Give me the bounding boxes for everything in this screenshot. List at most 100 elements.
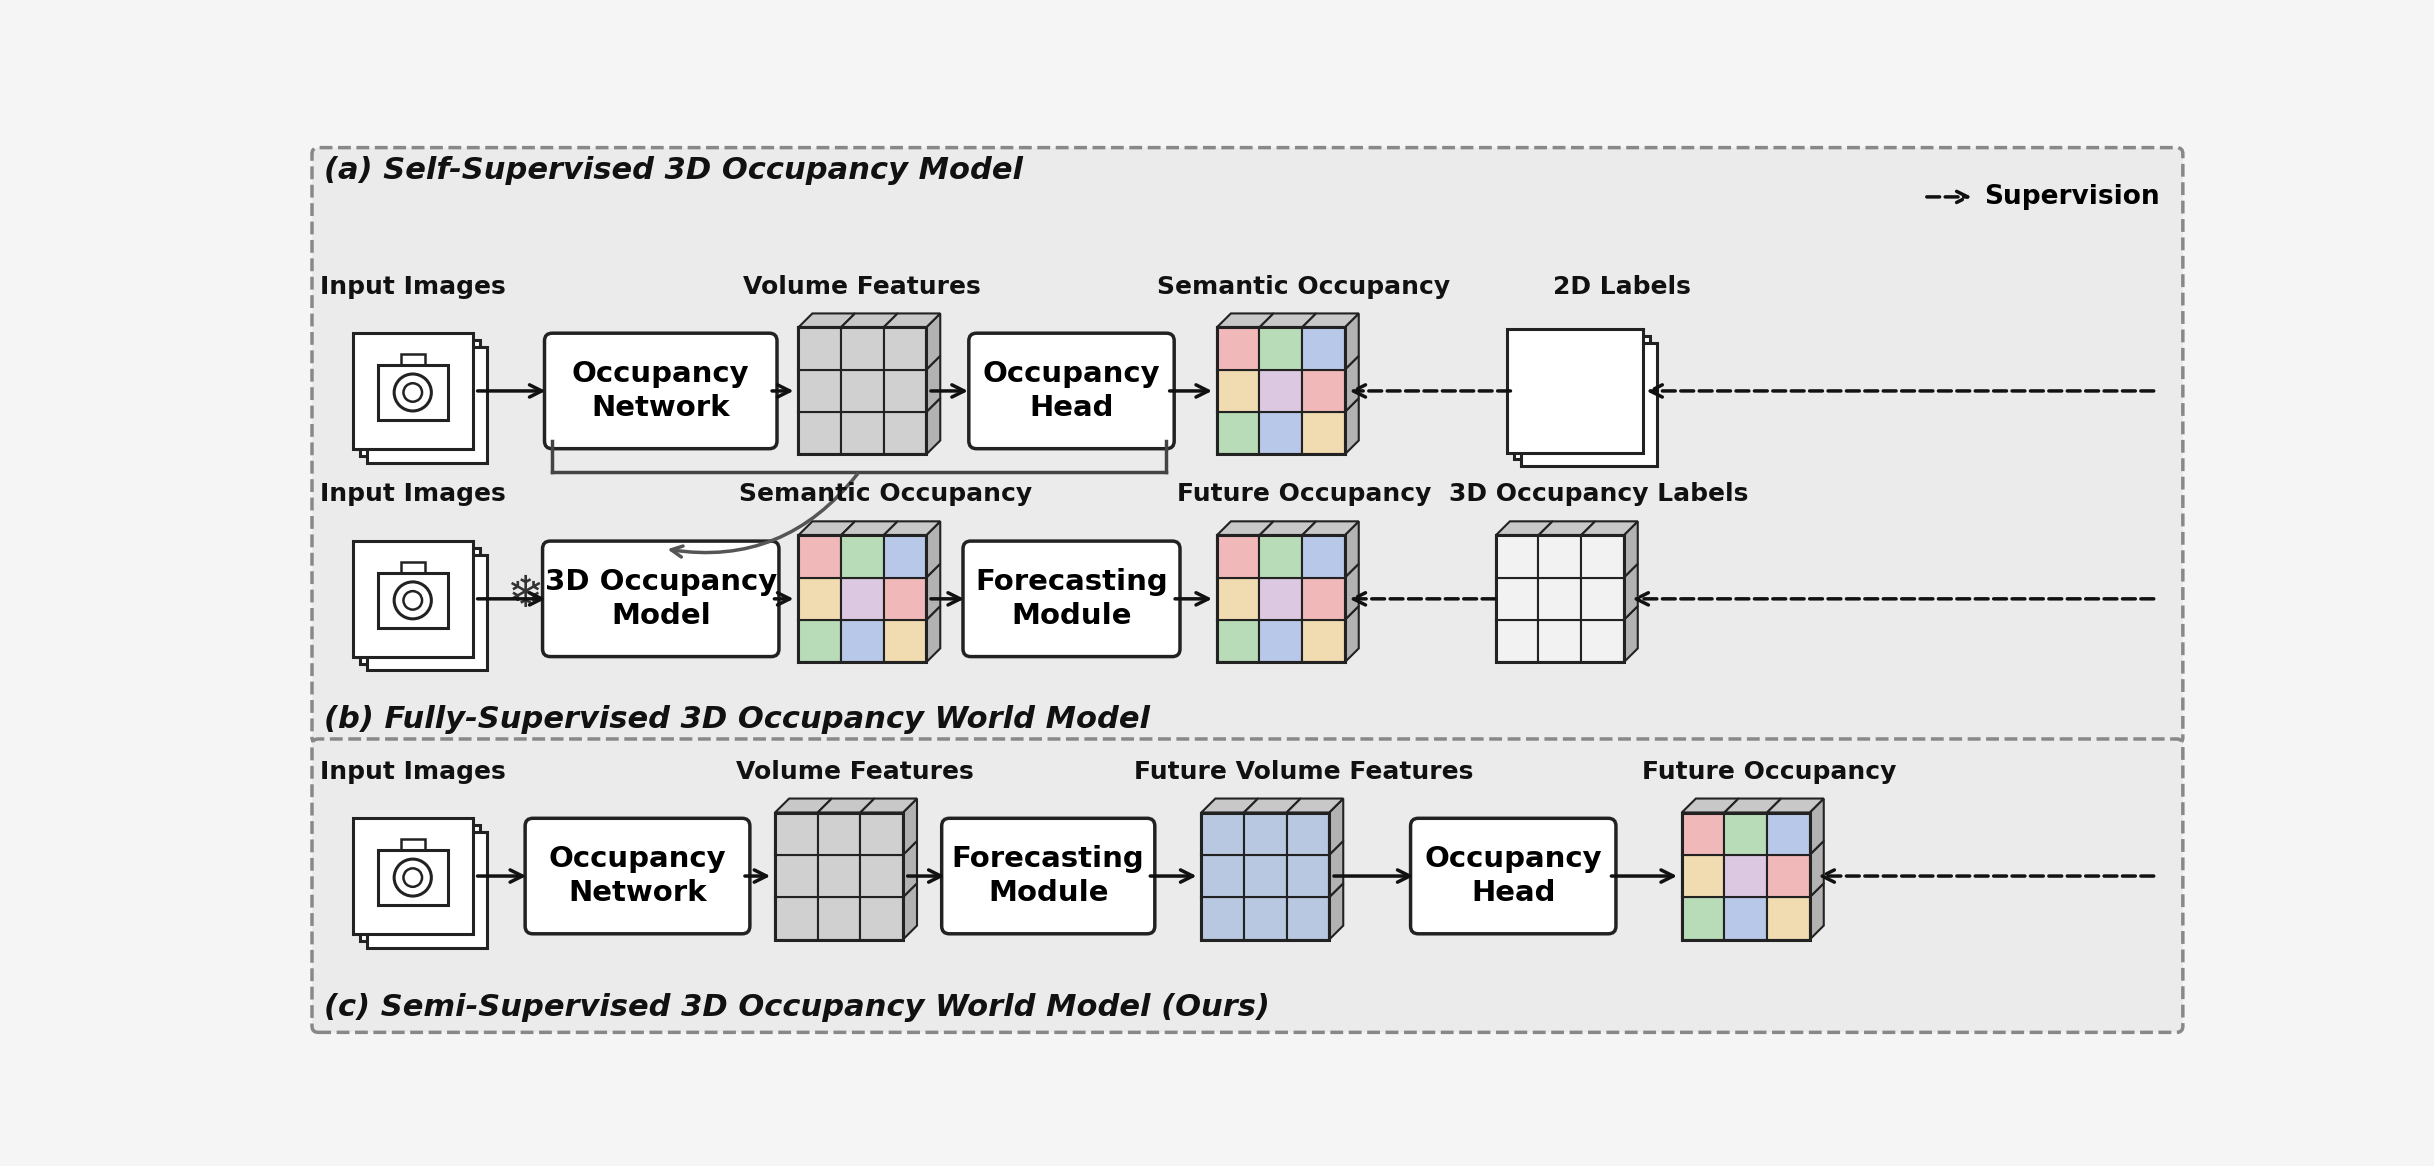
- Bar: [774, 855, 818, 897]
- Bar: [1582, 535, 1623, 577]
- Bar: [1288, 855, 1329, 897]
- Bar: [1538, 577, 1582, 620]
- Bar: [840, 370, 884, 412]
- Polygon shape: [1258, 521, 1317, 535]
- Bar: [1302, 370, 1344, 412]
- Bar: [1217, 412, 1258, 455]
- FancyBboxPatch shape: [312, 148, 2183, 744]
- Bar: [353, 541, 472, 656]
- Bar: [774, 813, 903, 940]
- Polygon shape: [927, 606, 940, 662]
- Polygon shape: [1582, 521, 1638, 535]
- Bar: [1521, 343, 1658, 466]
- Bar: [1217, 328, 1344, 455]
- Polygon shape: [1538, 521, 1594, 535]
- Text: Occupancy
Head: Occupancy Head: [983, 359, 1161, 422]
- Bar: [1202, 813, 1329, 940]
- Polygon shape: [1344, 398, 1358, 455]
- Polygon shape: [1344, 521, 1358, 577]
- Text: Forecasting
Module: Forecasting Module: [976, 568, 1168, 630]
- Bar: [368, 555, 487, 670]
- Text: Semantic Occupancy: Semantic Occupancy: [740, 483, 1032, 506]
- Text: Volume Features: Volume Features: [735, 759, 974, 784]
- Polygon shape: [1811, 841, 1823, 897]
- Bar: [774, 813, 818, 855]
- Polygon shape: [1682, 799, 1738, 813]
- Bar: [368, 833, 487, 948]
- Bar: [1302, 412, 1344, 455]
- Bar: [353, 819, 472, 934]
- Bar: [1302, 577, 1344, 620]
- Polygon shape: [1344, 356, 1358, 412]
- Bar: [798, 328, 840, 370]
- Text: Volume Features: Volume Features: [742, 274, 981, 298]
- Bar: [1538, 620, 1582, 662]
- Polygon shape: [903, 883, 918, 940]
- Bar: [1582, 577, 1623, 620]
- Bar: [1682, 813, 1723, 855]
- Bar: [1723, 813, 1767, 855]
- Bar: [840, 412, 884, 455]
- Text: ❄: ❄: [506, 574, 543, 617]
- Polygon shape: [884, 521, 940, 535]
- Text: Occupancy
Network: Occupancy Network: [572, 359, 750, 422]
- Polygon shape: [1623, 563, 1638, 620]
- Bar: [368, 347, 487, 463]
- Bar: [1244, 813, 1288, 855]
- Bar: [798, 620, 840, 662]
- Bar: [840, 535, 884, 577]
- Bar: [1767, 897, 1811, 940]
- Text: Occupancy
Head: Occupancy Head: [1424, 844, 1602, 907]
- Bar: [859, 855, 903, 897]
- Text: Forecasting
Module: Forecasting Module: [952, 844, 1144, 907]
- Polygon shape: [1344, 606, 1358, 662]
- Text: Input Images: Input Images: [319, 759, 506, 784]
- Polygon shape: [1217, 521, 1273, 535]
- Bar: [353, 333, 472, 449]
- Polygon shape: [927, 398, 940, 455]
- Bar: [1288, 897, 1329, 940]
- Bar: [1507, 329, 1643, 452]
- Bar: [1767, 855, 1811, 897]
- Polygon shape: [798, 521, 854, 535]
- Bar: [377, 574, 448, 627]
- FancyBboxPatch shape: [1412, 819, 1616, 934]
- Polygon shape: [1623, 521, 1638, 577]
- Text: Input Images: Input Images: [319, 274, 506, 298]
- Bar: [1202, 897, 1244, 940]
- Text: (a) Self-Supervised 3D Occupancy Model: (a) Self-Supervised 3D Occupancy Model: [324, 155, 1022, 184]
- Bar: [840, 577, 884, 620]
- Bar: [798, 535, 840, 577]
- Bar: [1202, 813, 1244, 855]
- Text: Supervision: Supervision: [1984, 184, 2159, 210]
- FancyBboxPatch shape: [543, 541, 779, 656]
- Bar: [1288, 813, 1329, 855]
- Bar: [1723, 897, 1767, 940]
- Bar: [884, 370, 927, 412]
- Bar: [1682, 855, 1723, 897]
- Bar: [377, 365, 448, 420]
- Bar: [1538, 535, 1582, 577]
- Bar: [1258, 535, 1302, 577]
- Text: Occupancy
Network: Occupancy Network: [548, 844, 725, 907]
- Polygon shape: [903, 841, 918, 897]
- Bar: [1258, 412, 1302, 455]
- Bar: [1497, 535, 1538, 577]
- Bar: [798, 577, 840, 620]
- Polygon shape: [1767, 799, 1823, 813]
- Polygon shape: [1329, 883, 1344, 940]
- Polygon shape: [1344, 563, 1358, 620]
- Bar: [859, 813, 903, 855]
- Polygon shape: [1244, 799, 1300, 813]
- Bar: [884, 412, 927, 455]
- Polygon shape: [927, 521, 940, 577]
- Bar: [402, 838, 426, 850]
- Bar: [798, 370, 840, 412]
- Bar: [884, 577, 927, 620]
- Polygon shape: [818, 799, 874, 813]
- Bar: [1302, 328, 1344, 370]
- Bar: [1217, 535, 1344, 662]
- Bar: [1202, 855, 1244, 897]
- Bar: [884, 328, 927, 370]
- Bar: [884, 620, 927, 662]
